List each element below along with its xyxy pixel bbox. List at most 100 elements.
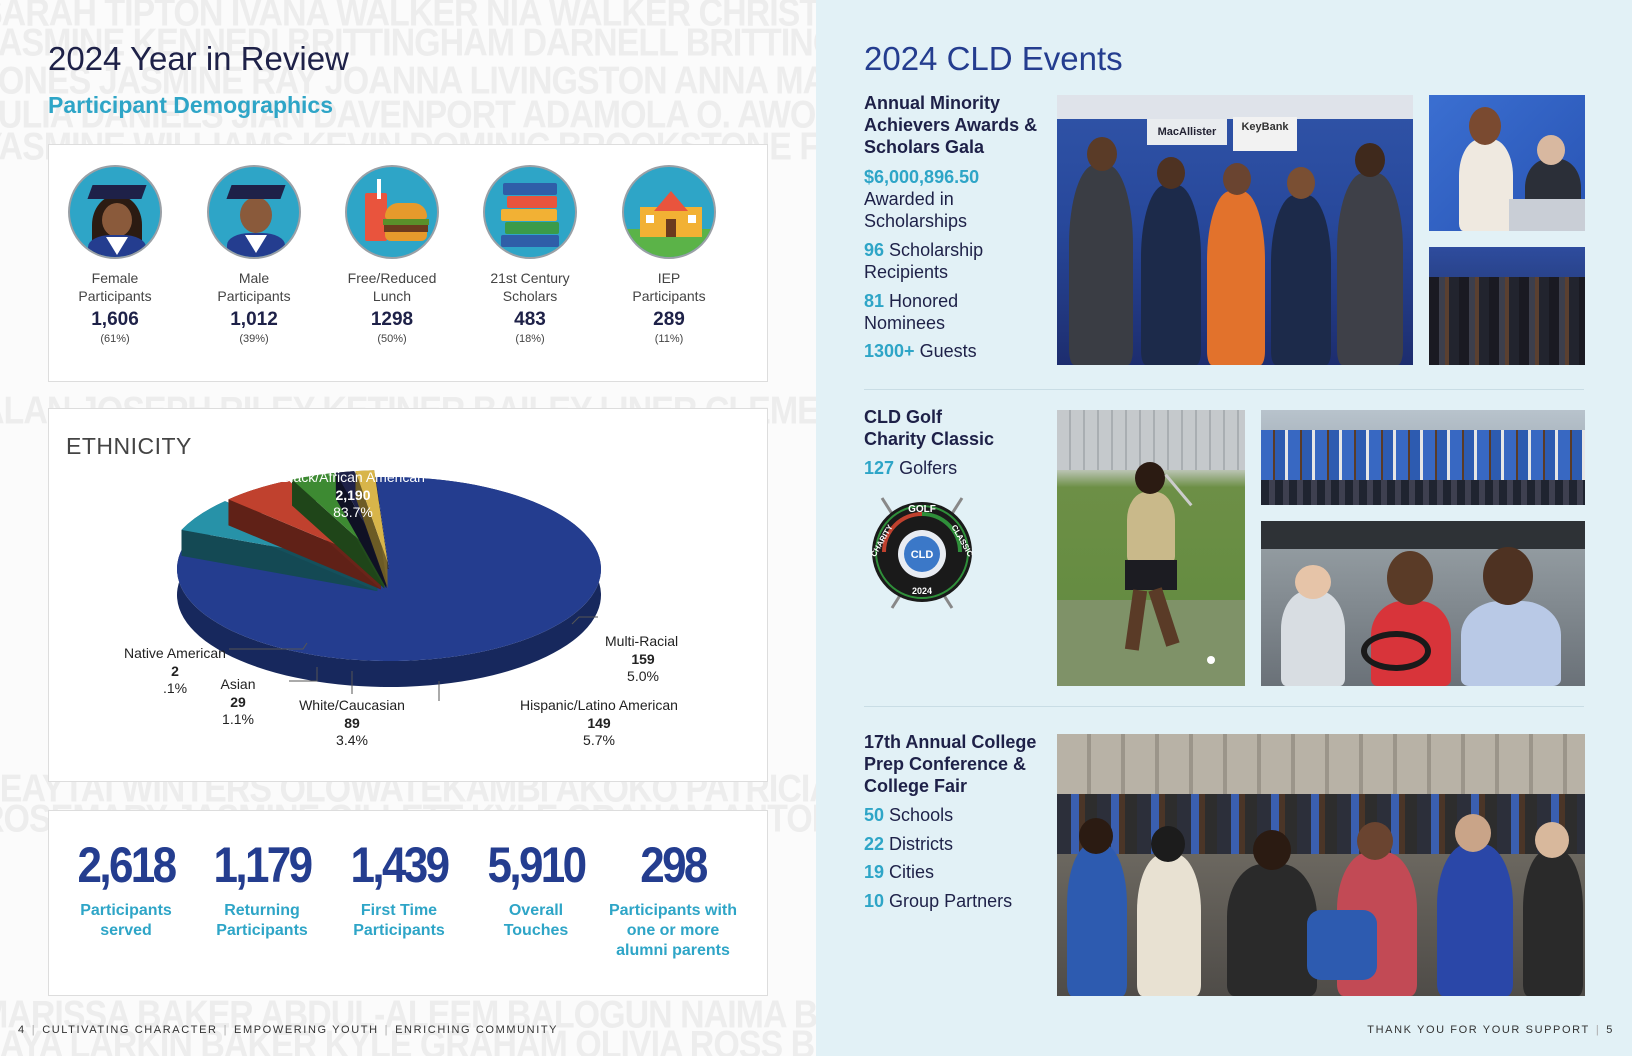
page-title: 2024 Year in Review — [48, 40, 349, 77]
pie-label-value: 89 — [344, 715, 360, 731]
event-stat: 1300+ Guests — [864, 341, 977, 361]
right-page: 2024 CLD Events Annual Minority Achievers… — [816, 0, 1632, 1056]
stat-participants-served: 2,618 Participants served — [56, 835, 196, 941]
demographic-percent: (39%) — [239, 333, 269, 345]
pie-label-value: 149 — [587, 715, 611, 731]
pie-label-name: Black/African American — [281, 469, 425, 485]
school-building-icon — [622, 165, 716, 259]
demographic-male: Male Participants 1,012 (39%) — [194, 165, 314, 345]
footer-right: THANK YOU FOR YOUR SUPPORT | 5 — [1367, 1024, 1614, 1036]
event-stat: 10 Group Partners — [864, 891, 1013, 911]
leader-line — [571, 616, 598, 625]
stat-overall-touches: 5,910 Overall Touches — [466, 835, 606, 941]
male-graduate-icon — [207, 165, 301, 259]
demographic-value: 1298 — [370, 309, 414, 330]
background-name-row: Zaya Larkin Baker Kyle Graham Olivia Ros… — [0, 1023, 816, 1056]
stat-label: Participants served — [80, 902, 172, 939]
event-title: 17th Annual College Prep Conference & Coll… — [864, 732, 1037, 796]
demographic-value: 1,012 — [230, 309, 278, 330]
background-name-row: Julia Daniels Jian Davenport Adamola O. … — [0, 93, 816, 137]
demographic-21st-century: 21st Century Scholars 483 (18%) — [470, 165, 590, 345]
stat-value: 1,439 — [350, 837, 451, 893]
gala-speakers-photo — [1429, 95, 1585, 231]
section-divider — [864, 706, 1584, 707]
footer-text: CULTIVATING CHARACTER — [42, 1024, 218, 1036]
svg-text:GOLF: GOLF — [908, 504, 936, 515]
pie-label-name: Hispanic/Latino American — [520, 697, 678, 713]
footer-text: THANK YOU FOR YOUR SUPPORT — [1367, 1024, 1590, 1036]
event-stat: 19 Cities — [864, 862, 935, 882]
page-title: 2024 CLD Events — [864, 40, 1123, 77]
event-stat: 127 Golfers — [864, 458, 958, 478]
stat-label: Overall Touches — [503, 902, 569, 939]
pie-label-name: Asian — [220, 676, 255, 692]
golf-classic-logo: CLD GOLF CHARITY CLASSIC 2024 — [869, 497, 975, 609]
footer-text: EMPOWERING YOUTH — [234, 1024, 379, 1036]
section-subtitle: Participant Demographics — [48, 92, 334, 118]
stat-value: 1,179 — [213, 837, 314, 893]
stat-alumni-parents: 298 Participants with one or more alumni p… — [603, 835, 743, 961]
demographic-percent: (18%) — [515, 333, 545, 345]
stat-first-time: 1,439 First Time Participants — [329, 835, 469, 941]
pie-label-name: Native American — [124, 645, 226, 661]
ethnicity-pie-chart: Black/African American 2,190 83.7% Multi… — [124, 469, 678, 748]
demographic-percent: (11%) — [654, 333, 684, 345]
demographic-value: 483 — [514, 309, 546, 330]
event-title: Annual Minority Achievers Awards & Scholar… — [864, 93, 1038, 157]
leader-line — [289, 667, 318, 682]
footer-left: 4 | CULTIVATING CHARACTER | EMPOWERING YOUTH… — [18, 1024, 559, 1036]
leader-line — [229, 642, 308, 650]
pie-label-percent: 5.7% — [583, 732, 615, 748]
female-graduate-icon — [68, 165, 162, 259]
stat-returning: 1,179 Returning Participants — [192, 835, 332, 941]
stat-value: 298 — [640, 837, 708, 893]
pie-label-value: 2 — [171, 663, 179, 679]
svg-text:2024: 2024 — [912, 586, 932, 596]
demographic-percent: (50%) — [377, 333, 407, 345]
golf-group-photo — [1261, 410, 1585, 505]
chart-title: ETHNICITY — [66, 433, 192, 459]
pie-label-percent: 5.0% — [627, 668, 659, 684]
stat-label: Returning Participants — [216, 902, 308, 939]
event-stat: 50 Schools — [864, 805, 954, 825]
demographic-value: 1,606 — [91, 309, 139, 330]
pie-label-value: 159 — [631, 651, 655, 667]
pie-label-value: 2,190 — [335, 487, 370, 503]
demographic-percent: (61%) — [100, 333, 130, 345]
pie-label-name: Multi-Racial — [605, 633, 678, 649]
golfer-swing-photo — [1057, 410, 1245, 686]
pie-label-percent: .1% — [163, 680, 187, 696]
demographic-lunch: Free/Reduced Lunch 1298 (50%) — [332, 165, 452, 345]
event-stat: 96 Scholarship Recipients — [864, 240, 984, 282]
ethnicity-card: ETHNICITY Black/African American 2,190 8… — [48, 408, 768, 782]
pie-label-value: 29 — [230, 694, 246, 710]
pie-label-percent: 3.4% — [336, 732, 368, 748]
demographic-label: IEP Participants — [632, 270, 706, 304]
page-number: 4 — [18, 1024, 26, 1036]
event-stat: 81 Honored Nominees — [864, 291, 959, 333]
golf-cart-photo — [1261, 521, 1585, 686]
event-title: CLD Golf Charity Classic — [864, 407, 995, 449]
demographic-iep: IEP Participants 289 (11%) — [609, 165, 729, 345]
demographics-card: Female Participants 1,606 (61%) Male Parti… — [48, 144, 768, 382]
stat-label: First Time Participants — [353, 902, 445, 939]
demographic-value: 289 — [653, 309, 685, 330]
pie-slice — [355, 470, 388, 589]
svg-text:CLD: CLD — [911, 549, 934, 561]
pie-label-percent: 1.1% — [222, 711, 254, 727]
background-name-row: Jasmine Kennedi Brittingham Darnell Brit… — [0, 21, 816, 65]
demographic-label: Free/Reduced Lunch — [347, 270, 437, 304]
stat-value: 2,618 — [77, 837, 178, 893]
gala-honorees-photo: MacAllister KeyBank — [1057, 95, 1413, 365]
left-page: Sarah Tipton Ivana Walker Nia Walker Chr… — [0, 0, 816, 1056]
stat-value: 5,910 — [487, 837, 588, 893]
gala-ceremony-photo — [1429, 247, 1585, 365]
event-stat: $6,000,896.50 Awarded in Scholarships — [864, 167, 980, 231]
page-number: 5 — [1606, 1024, 1614, 1036]
demographic-label: 21st Century Scholars — [490, 270, 570, 304]
background-name-row: Sarah Tipton Ivana Walker Nia Walker Chr… — [0, 0, 816, 35]
background-name-row: Jones Jasmine Ray Joanna Livingston Anna… — [0, 59, 816, 103]
footer-text: ENRICHING COMMUNITY — [395, 1024, 559, 1036]
burger-meal-icon — [345, 165, 439, 259]
college-fair-crowd-photo — [1057, 734, 1585, 996]
